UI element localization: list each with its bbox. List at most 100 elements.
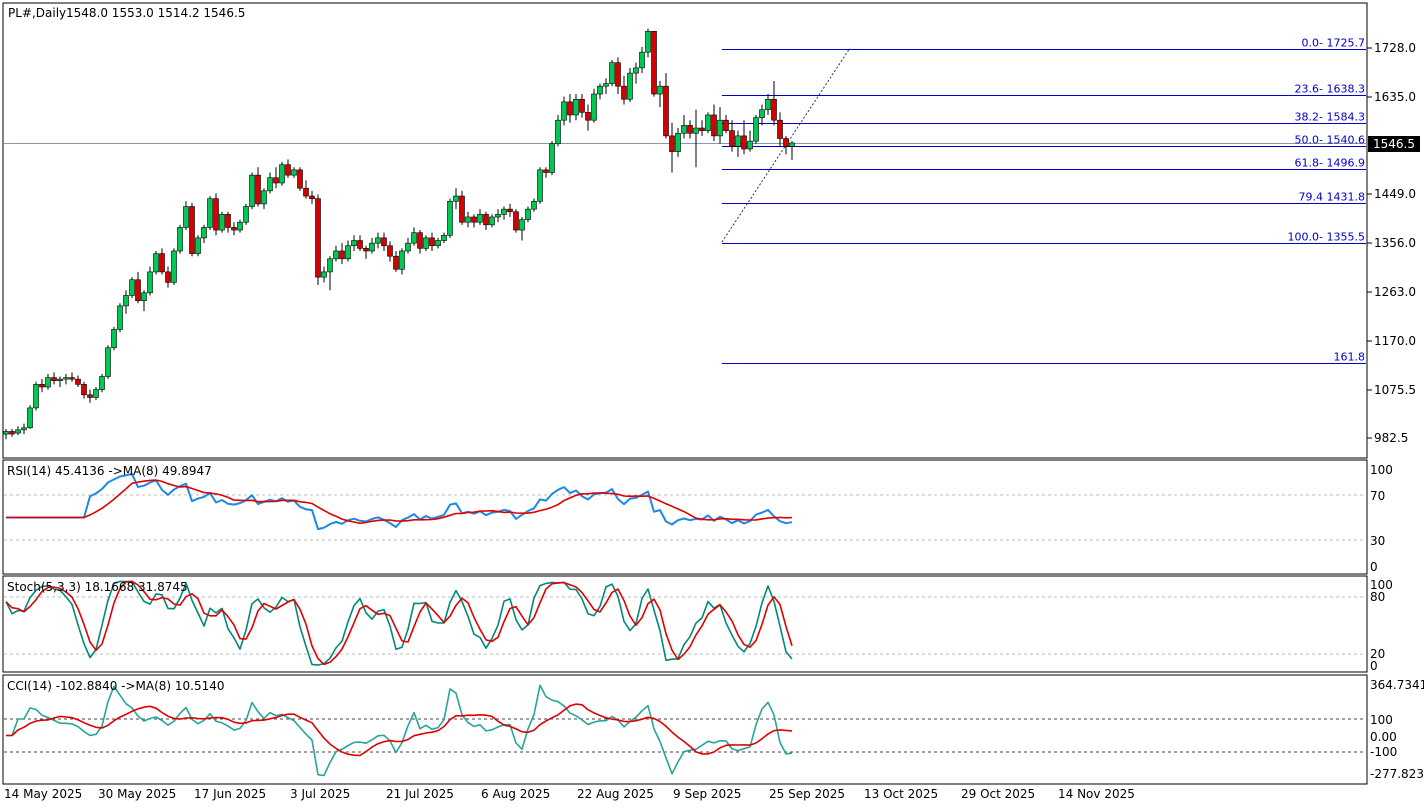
candle-body-bull	[279, 164, 285, 184]
candle	[591, 88, 597, 123]
candle-body-bull	[423, 237, 429, 249]
candle	[123, 290, 129, 314]
candle	[651, 30, 657, 97]
candle	[411, 227, 417, 246]
candle-body-bull	[195, 237, 201, 254]
candle-body-bull	[15, 429, 21, 434]
candle-body-bull	[405, 242, 411, 252]
candle	[303, 180, 309, 199]
candle	[705, 112, 711, 134]
candle	[273, 167, 279, 189]
candle	[363, 245, 369, 259]
candle-body-bear	[363, 248, 369, 252]
candle-body-bull	[537, 169, 543, 202]
candle-body-bear	[75, 378, 81, 385]
candle	[441, 232, 447, 244]
price-pane[interactable]	[2, 2, 1368, 459]
candle	[579, 94, 585, 118]
candle	[267, 172, 273, 194]
candle-body-bull	[57, 378, 63, 382]
rsi-tick: 70	[1370, 489, 1385, 503]
candle-body-bear	[87, 394, 93, 398]
rsi-tick: 30	[1370, 534, 1385, 548]
candle	[387, 241, 393, 262]
candle-body-bull	[477, 214, 483, 223]
price-axis[interactable]: 1728.0 1635.0 1449.0 1356.0 1263.0 1170.…	[1367, 41, 1416, 445]
candle-body-bull	[591, 93, 597, 121]
candle	[105, 345, 111, 380]
candle-body-bull	[657, 85, 663, 95]
candle-body-bull	[735, 135, 741, 147]
date-label: 30 May 2025	[98, 787, 176, 801]
candle	[339, 243, 345, 265]
candle	[477, 209, 483, 225]
fibonacci-retracement[interactable]: 0.0- 1725.7 23.6- 1638.3 38.2- 1584.3 50.0-…	[722, 37, 1366, 364]
stoch-pane[interactable]	[2, 575, 1368, 673]
cci-tick: -277.8233	[1370, 767, 1424, 781]
candle	[711, 104, 717, 142]
candle	[111, 326, 117, 351]
candle	[3, 428, 9, 440]
candle	[585, 104, 591, 131]
candle	[171, 248, 177, 285]
candle	[375, 232, 381, 249]
candle-body-bull	[321, 271, 327, 278]
candle	[543, 167, 549, 178]
candle-body-bull	[243, 206, 249, 223]
candle-body-bull	[291, 169, 297, 176]
price-tick: 1728.0	[1374, 41, 1416, 55]
candle	[393, 250, 399, 272]
candle	[771, 80, 777, 126]
candle-body-bull	[489, 216, 495, 226]
candle-body-bull	[237, 221, 243, 231]
candle	[57, 376, 63, 387]
candle	[537, 167, 543, 204]
candle-body-bear	[135, 279, 141, 301]
candle	[165, 266, 171, 288]
stoch-main-line	[5, 580, 793, 666]
candle-body-bear	[51, 377, 57, 382]
candle-body-bull	[435, 240, 441, 247]
current-price-text: 1546.5	[1373, 137, 1415, 151]
candle-body-bear	[393, 255, 399, 270]
stoch-tick: 100	[1370, 578, 1393, 592]
candle-body-bear	[651, 30, 657, 95]
candle-body-bull	[111, 329, 117, 349]
date-label: 14 Nov 2025	[1058, 787, 1135, 801]
candle	[501, 206, 507, 220]
candle	[519, 216, 525, 241]
candle	[765, 94, 771, 115]
candle-body-bear	[297, 169, 303, 189]
candle-body-bear	[513, 211, 519, 231]
candle	[639, 46, 645, 74]
candle-body-bull	[3, 431, 9, 435]
candle-body-bull	[345, 245, 351, 260]
candle-body-bull	[597, 85, 603, 95]
candle	[369, 237, 375, 254]
candle	[663, 73, 669, 139]
candle-body-bear	[303, 187, 309, 197]
time-axis[interactable]: 14 May 2025 30 May 2025 17 Jun 2025 3 Ju…	[4, 787, 1135, 801]
cci-pane[interactable]	[2, 674, 1368, 785]
candle	[645, 28, 651, 58]
cci-tick: -100	[1370, 745, 1397, 759]
candle-body-bull	[441, 234, 447, 241]
rsi-pane[interactable]	[2, 459, 1368, 575]
candle-body-bear	[741, 135, 747, 150]
candle-body-bull	[603, 83, 609, 87]
candle	[447, 198, 453, 238]
stoch-tick: 0	[1370, 659, 1378, 673]
candle	[483, 211, 489, 231]
candle	[51, 372, 57, 385]
candle-body-bear	[165, 271, 171, 283]
candle-body-bull	[747, 140, 753, 150]
candle	[291, 167, 297, 178]
candle-body-bull	[465, 216, 471, 223]
candle-body-bull	[609, 62, 615, 84]
candle	[531, 198, 537, 212]
candle	[99, 373, 105, 393]
candle-body-bull	[681, 125, 687, 134]
candle-body-bull	[153, 253, 159, 273]
candle	[741, 120, 747, 155]
candle	[597, 83, 603, 100]
